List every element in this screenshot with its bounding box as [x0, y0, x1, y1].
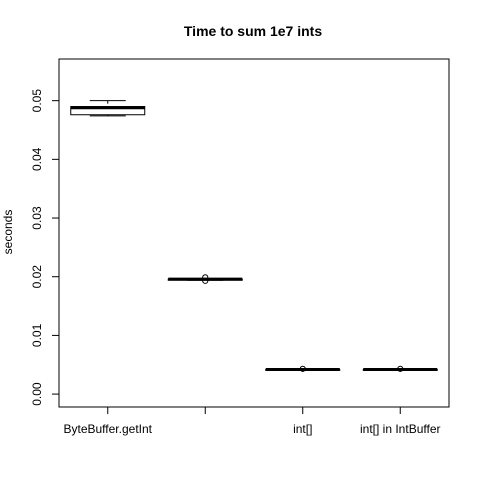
box-3	[265, 365, 341, 372]
box-1	[70, 100, 146, 117]
y-tick-label: 0.05	[30, 89, 44, 113]
x-tick-label: int[] in IntBuffer	[360, 422, 441, 436]
y-tick-label: 0.03	[30, 206, 44, 230]
x-tick-label: int[]	[293, 422, 312, 436]
y-tick-label: 0.02	[30, 265, 44, 289]
x-axis: ByteBuffer.getInt int[] int[] in IntBuffer	[63, 406, 441, 436]
y-tick-label: 0.04	[30, 147, 44, 171]
x-tick-label: ByteBuffer.getInt	[63, 422, 152, 436]
box-4	[362, 365, 438, 372]
y-axis: 0.00 0.01 0.02 0.03 0.04 0.05	[30, 89, 60, 406]
chart-title: Time to sum 1e7 ints	[184, 23, 322, 39]
outlier-point	[397, 365, 404, 372]
outlier-point	[202, 277, 209, 284]
y-axis-label: seconds	[1, 210, 15, 255]
box-2	[167, 274, 243, 284]
box-group	[70, 100, 438, 372]
y-tick-label: 0.00	[30, 382, 44, 406]
outlier-point	[202, 274, 209, 281]
y-tick-label: 0.01	[30, 323, 44, 347]
outlier-point	[299, 365, 306, 372]
